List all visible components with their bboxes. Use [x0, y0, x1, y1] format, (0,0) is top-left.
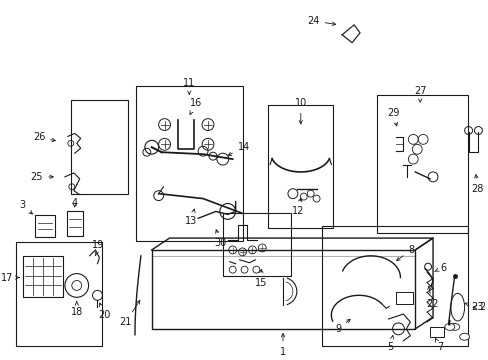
Polygon shape	[342, 25, 359, 42]
Text: 14: 14	[227, 142, 249, 156]
Text: 12: 12	[291, 198, 304, 216]
Text: 18: 18	[70, 302, 82, 317]
Text: 16: 16	[190, 98, 202, 114]
Text: 20: 20	[98, 303, 110, 320]
Ellipse shape	[444, 323, 454, 330]
Text: 23: 23	[464, 302, 483, 312]
Text: 3: 3	[19, 201, 32, 214]
Text: 22: 22	[425, 286, 437, 309]
Bar	[376, 95, 467, 233]
Text: 17: 17	[1, 273, 19, 283]
Bar	[136, 86, 242, 241]
Bar	[23, 256, 63, 297]
Text: 5: 5	[386, 336, 393, 352]
Text: 25: 25	[31, 172, 53, 182]
Bar	[71, 100, 128, 194]
Text: 28: 28	[470, 175, 483, 194]
Text: 27: 27	[413, 86, 426, 102]
Ellipse shape	[450, 293, 464, 321]
Text: 29: 29	[386, 108, 399, 126]
Ellipse shape	[459, 333, 468, 340]
Text: 19: 19	[92, 240, 104, 256]
Bar	[67, 211, 82, 236]
Text: 6: 6	[434, 263, 445, 273]
Text: 8: 8	[396, 245, 414, 261]
Text: 2: 2	[472, 302, 485, 312]
Text: 7: 7	[434, 338, 442, 352]
Bar	[223, 213, 290, 275]
Bar	[395, 292, 412, 304]
Text: 30: 30	[214, 230, 226, 248]
Bar	[35, 215, 55, 237]
Text: 15: 15	[255, 269, 267, 288]
Text: 9: 9	[334, 319, 349, 334]
Text: 13: 13	[185, 209, 197, 226]
Bar	[267, 105, 333, 228]
Ellipse shape	[449, 323, 459, 330]
Text: 1: 1	[280, 334, 285, 357]
Text: 11: 11	[183, 78, 195, 94]
Text: 4: 4	[72, 198, 78, 208]
Bar	[321, 226, 467, 346]
Text: 10: 10	[294, 98, 306, 124]
Bar	[16, 242, 102, 346]
Text: 24: 24	[306, 16, 335, 26]
Bar	[429, 327, 443, 337]
Text: 26: 26	[33, 132, 55, 143]
Text: 21: 21	[120, 300, 140, 327]
